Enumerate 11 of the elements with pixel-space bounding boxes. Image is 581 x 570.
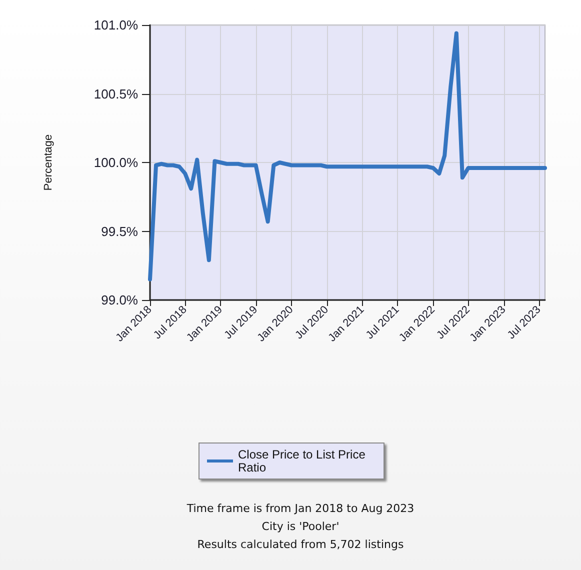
y-tick-label: 99.5%: [101, 224, 138, 239]
y-tick-label: 100.0%: [94, 155, 138, 170]
text: City is 'Pooler': [260, 519, 340, 535]
y-tick-label: 100.5%: [94, 86, 138, 102]
y-axis-title: Percentage: [42, 134, 54, 191]
y-tick-label: 101.0%: [94, 18, 138, 32]
text: Results calculated from 5,702 listings: [196, 537, 405, 553]
y-tick-label: 99.0%: [101, 292, 138, 308]
line-series: [148, 31, 547, 282]
text: Time frame is from Jan 2018 to Aug 2023: [186, 501, 416, 517]
legend-label: Close Price to List Price Ratio: [238, 448, 369, 474]
